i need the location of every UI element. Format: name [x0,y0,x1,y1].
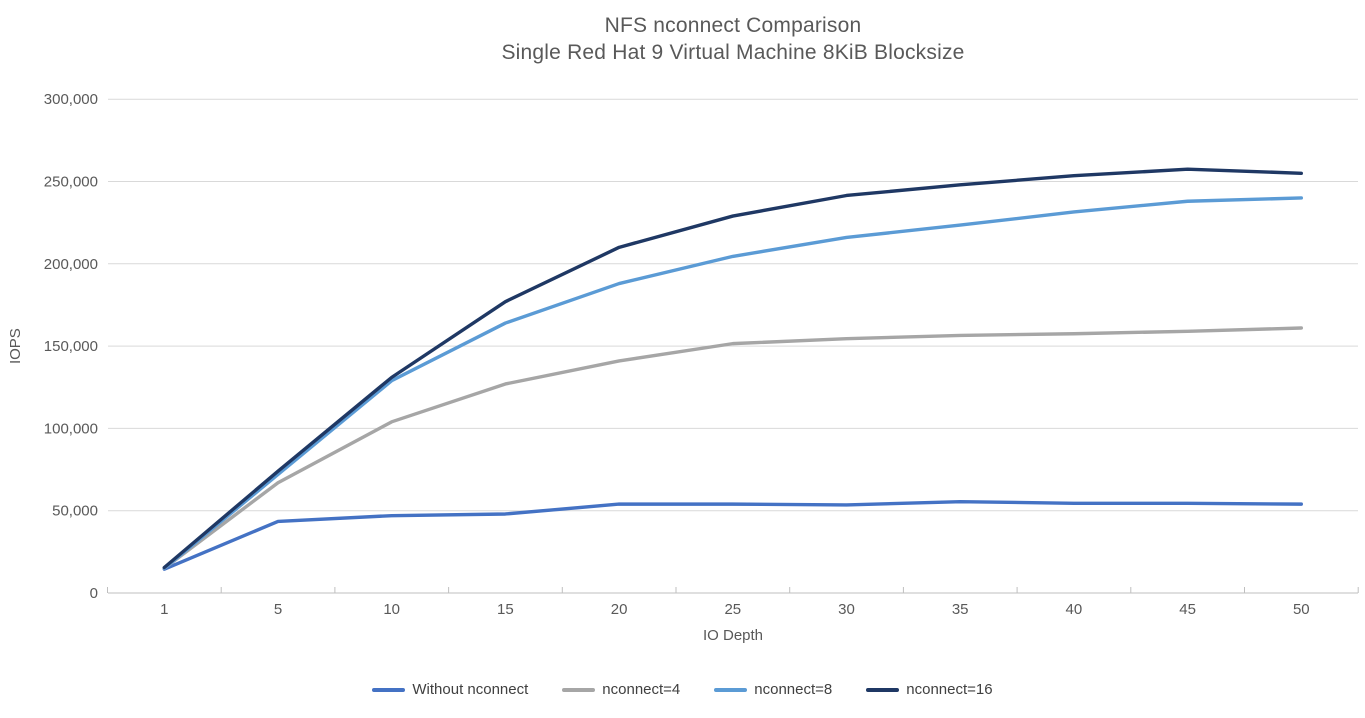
y-tick-label: 150,000 [44,338,98,355]
legend-line-swatch [372,687,406,692]
legend-line-swatch [866,687,900,692]
legend-label: Without nconnect [412,681,529,698]
x-axis-title: IO Depth [703,627,763,644]
chart-title-line1: NFS nconnect Comparison [604,14,862,37]
legend-item-nconnect-4: nconnect=4 [562,681,680,698]
series-line-nconnect-16 [162,167,1304,570]
series-line-nconnect-8 [162,196,1304,571]
legend-item-without-nconnect: Without nconnect [372,681,528,698]
legend-label: nconnect=16 [906,681,993,698]
x-tick-label: 15 [497,601,514,618]
x-tick-label: 50 [1293,601,1310,618]
x-tick-label: 20 [611,601,628,618]
x-tick-label: 35 [952,601,969,618]
series-line-nconnect-4 [162,326,1304,571]
y-tick-label: 250,000 [44,174,98,191]
x-tick-label: 25 [724,601,741,618]
chart-title-line2: Single Red Hat 9 Virtual Machine 8KiB Bl… [501,41,965,64]
y-tick-label: 100,000 [44,420,98,437]
x-tick-label: 5 [274,601,282,618]
series-line-without-nconnect [162,499,1304,571]
legend-label: nconnect=8 [754,681,833,698]
legend-line-swatch [562,687,596,692]
y-tick-label: 300,000 [44,91,98,108]
x-tick-label: 1 [160,601,168,618]
y-tick-label: 200,000 [44,256,98,273]
x-tick-label: 30 [838,601,855,618]
x-tick-label: 40 [1066,601,1083,618]
y-tick-label: 50,000 [52,503,98,520]
x-tick-label: 10 [383,601,400,618]
legend: Without nconnect nconnect=4 nconnect=8 ncon… [0,681,1365,698]
legend-item-nconnect-8: nconnect=8 [714,681,832,698]
x-tick-label: 45 [1179,601,1196,618]
legend-item-nconnect-16: nconnect=16 [866,681,993,698]
legend-line-swatch [714,687,748,692]
y-tick-label: 0 [90,585,98,602]
chart-title: NFS nconnect Comparison Single Red Hat 9… [108,12,1358,66]
legend-label: nconnect=4 [602,681,681,698]
y-axis-title: IOPS [7,328,24,364]
